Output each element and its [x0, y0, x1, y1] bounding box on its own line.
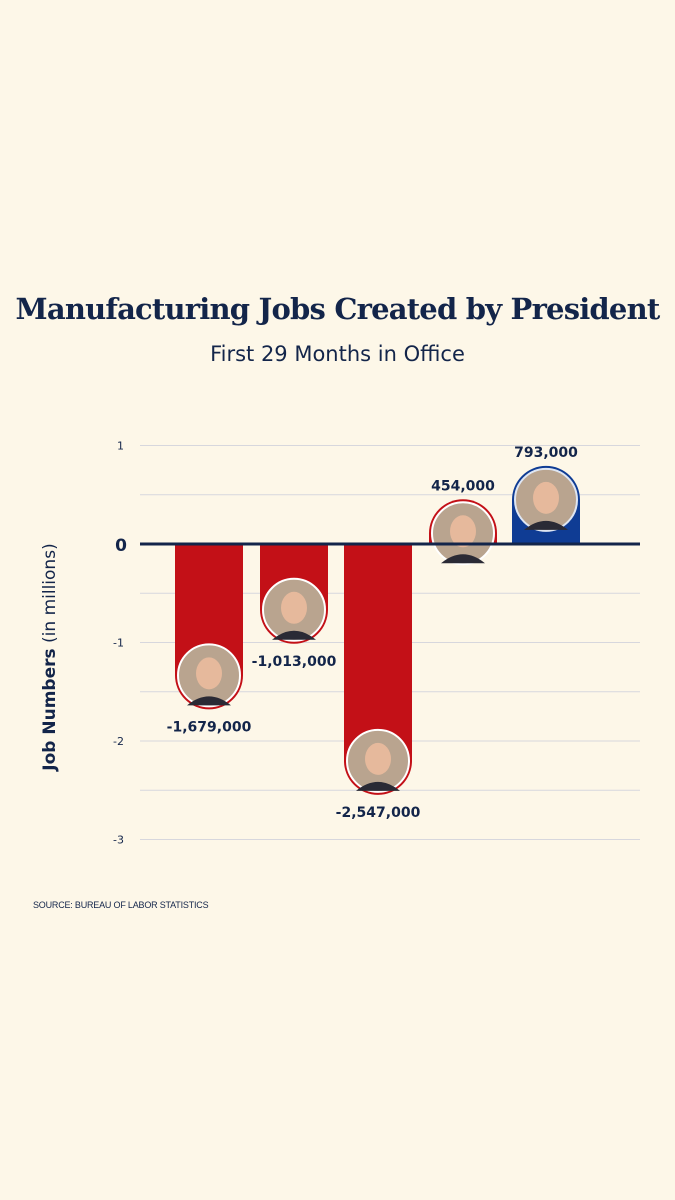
biden-portrait-suit — [524, 520, 568, 530]
y-tick-label: -3 — [113, 834, 124, 847]
w-bush-portrait-face — [365, 742, 391, 775]
bar — [344, 544, 412, 795]
data-label: -1,013,000 — [252, 654, 337, 670]
chart-subtitle: First 29 Months in Office — [210, 342, 465, 366]
source-note: SOURCE: BUREAU OF LABOR STATISTICS — [33, 900, 209, 910]
w-bush-portrait-suit — [356, 781, 400, 791]
reagan-portrait-suit — [187, 696, 231, 706]
data-label: 454,000 — [431, 478, 495, 494]
hw-bush-portrait-suit — [272, 630, 316, 640]
data-label: 793,000 — [514, 445, 578, 461]
y-tick-label: 0 — [115, 536, 127, 556]
reagan-portrait-face — [196, 657, 222, 690]
chart-title: Manufacturing Jobs Created by President — [15, 292, 661, 326]
y-tick-label: -2 — [113, 735, 124, 748]
y-tick-label: -1 — [113, 637, 124, 650]
biden-portrait-face — [533, 481, 559, 514]
trump-portrait-suit — [441, 554, 485, 564]
data-label: -1,679,000 — [167, 719, 252, 735]
hw-bush-portrait-face — [281, 591, 307, 624]
y-tick-label: 1 — [117, 440, 124, 453]
trump-portrait-face — [450, 515, 476, 548]
data-label: -2,547,000 — [336, 805, 421, 821]
